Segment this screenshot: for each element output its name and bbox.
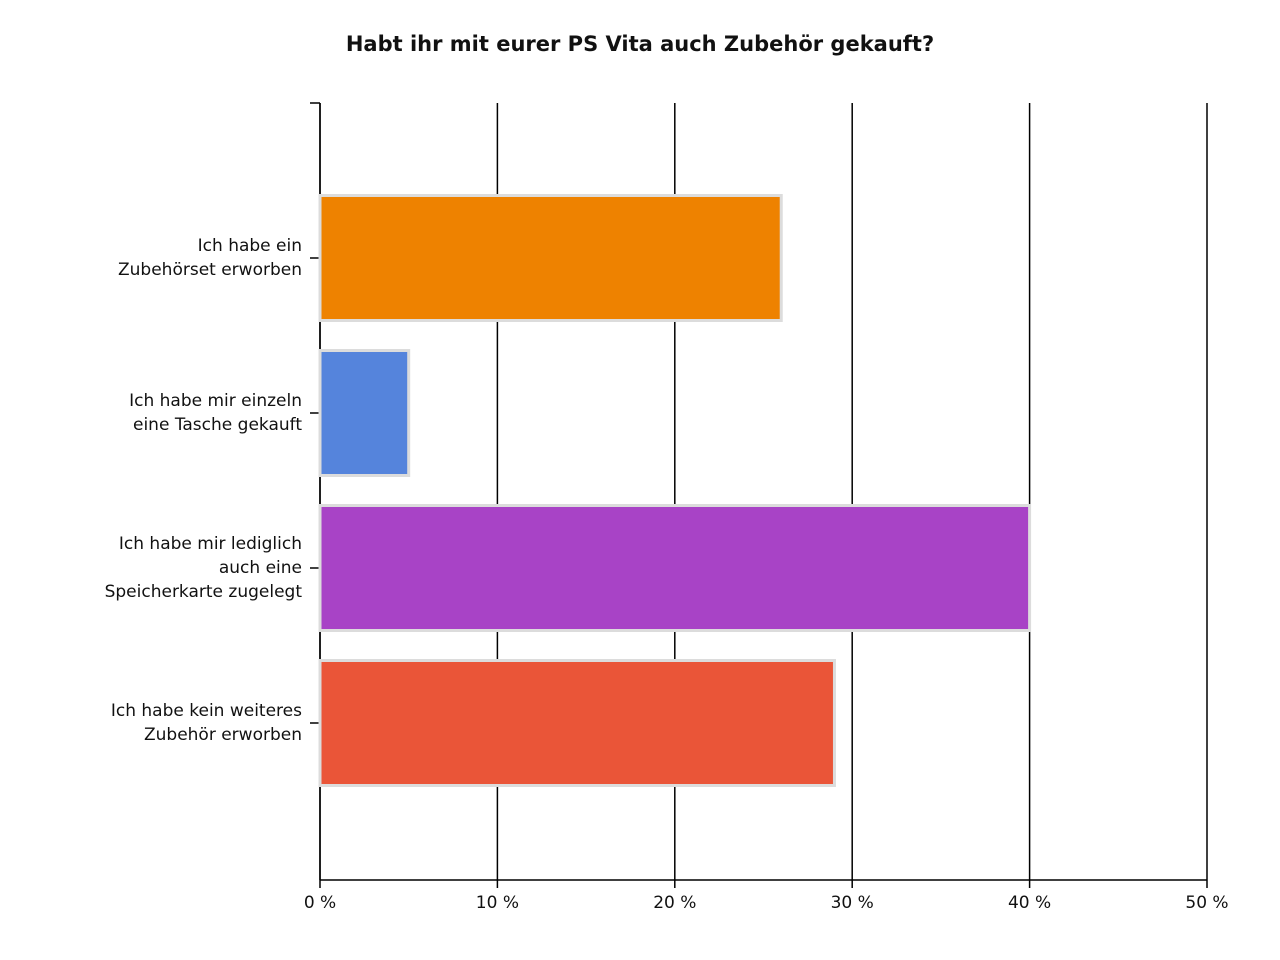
bar	[318, 504, 1032, 632]
x-tick-label: 0 %	[304, 893, 336, 913]
x-tick-label: 50 %	[1185, 893, 1228, 913]
bar	[318, 194, 783, 322]
y-tick-label: Ich habe mir einzeln eine Tasche gekauft	[129, 391, 302, 435]
y-tick-label: Ich habe mir lediglich auch eine Speicherk…	[105, 534, 303, 602]
x-tick-label: 30 %	[831, 893, 874, 913]
x-tick-label: 20 %	[653, 893, 696, 913]
y-tick-label: Ich habe ein Zubehörset erworben	[118, 236, 302, 280]
bar	[318, 349, 411, 477]
x-tick-label: 10 %	[476, 893, 519, 913]
chart-title: Habt ihr mit eurer PS Vita auch Zubehör …	[346, 32, 934, 56]
x-tick-label: 40 %	[1008, 893, 1051, 913]
bar	[318, 659, 836, 787]
y-tick-label: Ich habe kein weiteres Zubehör erworben	[111, 701, 302, 745]
